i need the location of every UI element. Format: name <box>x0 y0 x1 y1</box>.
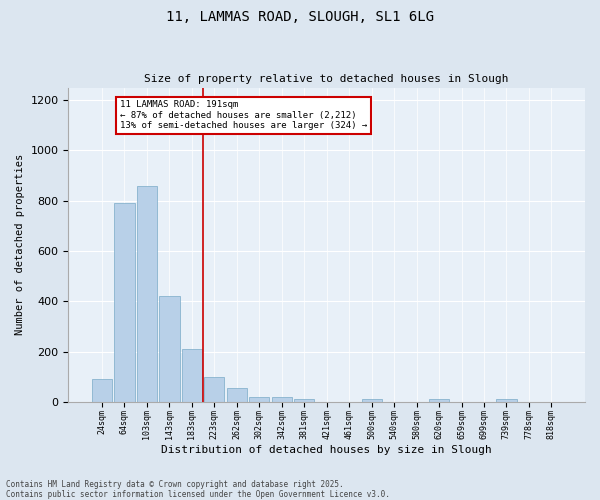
Bar <box>249 397 269 402</box>
Bar <box>294 400 314 402</box>
Bar <box>159 296 179 402</box>
Title: Size of property relative to detached houses in Slough: Size of property relative to detached ho… <box>145 74 509 84</box>
Text: 11, LAMMAS ROAD, SLOUGH, SL1 6LG: 11, LAMMAS ROAD, SLOUGH, SL1 6LG <box>166 10 434 24</box>
Bar <box>92 379 112 402</box>
Y-axis label: Number of detached properties: Number of detached properties <box>15 154 25 336</box>
Text: Contains HM Land Registry data © Crown copyright and database right 2025.
Contai: Contains HM Land Registry data © Crown c… <box>6 480 390 499</box>
Text: 11 LAMMAS ROAD: 191sqm
← 87% of detached houses are smaller (2,212)
13% of semi-: 11 LAMMAS ROAD: 191sqm ← 87% of detached… <box>120 100 367 130</box>
Bar <box>182 349 202 402</box>
Bar <box>272 397 292 402</box>
Bar <box>137 186 157 402</box>
Bar <box>204 376 224 402</box>
Bar <box>115 203 134 402</box>
Bar <box>496 400 517 402</box>
Bar <box>429 400 449 402</box>
X-axis label: Distribution of detached houses by size in Slough: Distribution of detached houses by size … <box>161 445 492 455</box>
Bar <box>362 400 382 402</box>
Bar <box>227 388 247 402</box>
